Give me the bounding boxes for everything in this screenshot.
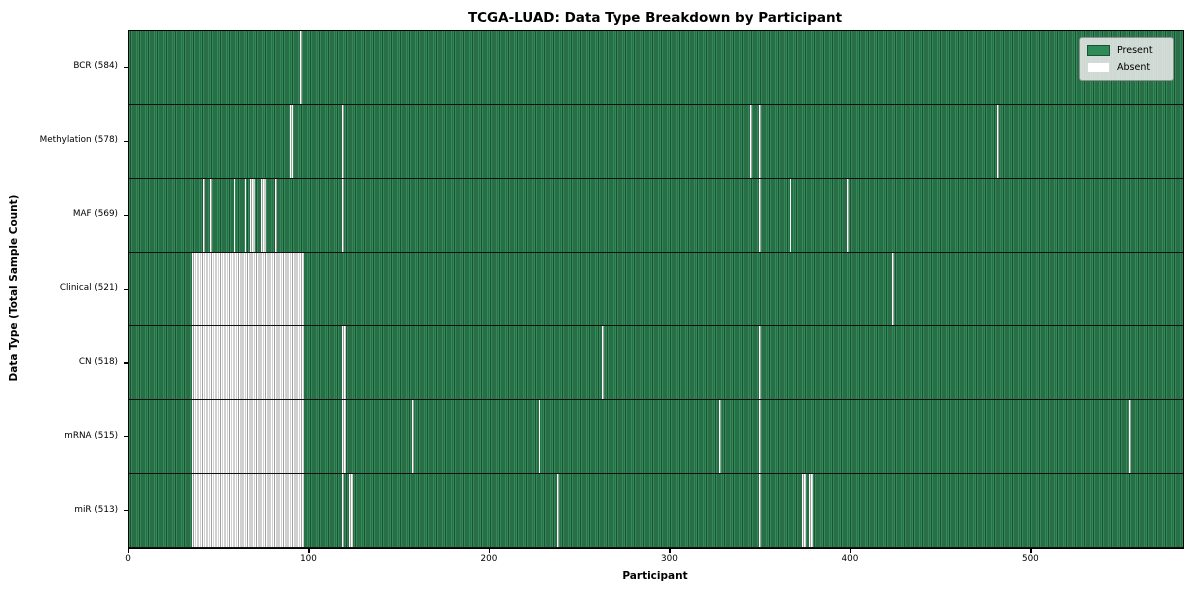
x-tick-mark (488, 548, 491, 553)
absent-stripe (300, 31, 303, 104)
heatmap-row-mrna (129, 400, 1183, 475)
absent-stripe (210, 178, 212, 252)
absent-stripe (556, 474, 559, 548)
y-tick-label: BCR (584) (73, 61, 118, 72)
heatmap-row-bcr (129, 31, 1183, 105)
legend-entry-absent: Absent (1087, 62, 1167, 73)
absent-stripe (341, 400, 346, 474)
absent-stripe (202, 178, 205, 252)
x-tick-label: 400 (841, 554, 859, 564)
absent-stripe (758, 474, 761, 548)
heatmap-row-mir (129, 474, 1183, 549)
y-tick-mark (123, 362, 128, 364)
heatmap-row-maf (129, 178, 1183, 253)
plot-area: Present Absent (128, 30, 1184, 549)
absent-stripe (758, 104, 761, 178)
absent-stripe (192, 474, 305, 548)
x-tick-mark (669, 548, 671, 553)
absent-stripe (412, 400, 415, 474)
x-tick-label: 300 (661, 554, 678, 564)
x-tick-mark (128, 548, 130, 553)
y-tick-label: mRNA (515) (64, 430, 118, 441)
y-tick-mark (123, 436, 128, 438)
legend-absent-swatch (1087, 62, 1110, 73)
x-axis-title: Participant (622, 570, 688, 582)
legend-present-swatch (1087, 45, 1110, 56)
x-tick-mark (308, 548, 310, 553)
x-tick-label: 0 (125, 554, 131, 564)
absent-stripe (192, 326, 305, 400)
legend: Present Absent (1079, 37, 1174, 81)
x-tick-mark (1030, 548, 1032, 553)
heatmap-row-clinical (129, 252, 1183, 327)
x-tick-label: 100 (300, 554, 317, 564)
heatmap-row-cn (129, 326, 1183, 401)
absent-stripe (847, 178, 850, 252)
absent-stripe (538, 400, 541, 474)
legend-present-label: Present (1117, 45, 1153, 56)
y-tick-label: MAF (569) (72, 209, 118, 220)
absent-stripe (289, 104, 294, 178)
y-tick-mark (123, 510, 128, 512)
absent-stripe (192, 400, 305, 474)
absent-stripe (892, 252, 895, 326)
x-tick-mark (849, 548, 852, 553)
absent-stripe (260, 178, 267, 252)
y-tick-mark (123, 140, 128, 142)
y-tick-mark (123, 66, 128, 69)
absent-stripe (601, 326, 604, 400)
absent-stripe (233, 178, 236, 252)
absent-stripe (789, 178, 792, 252)
absent-stripe (341, 326, 346, 400)
y-tick-mark (123, 214, 128, 216)
y-tick-label: Clinical (521) (59, 283, 118, 293)
absent-stripe (758, 400, 761, 474)
absent-stripe (192, 252, 305, 326)
chart-title: TCGA-LUAD: Data Type Breakdown by Partic… (467, 10, 843, 26)
absent-stripe (749, 104, 752, 178)
absent-stripe (341, 104, 344, 178)
absent-stripe (244, 178, 247, 252)
legend-entry-present: Present (1087, 45, 1167, 56)
absent-stripe (341, 178, 344, 252)
absent-stripe (997, 104, 999, 178)
absent-stripe (349, 474, 353, 548)
absent-stripe (802, 474, 806, 548)
absent-stripe (719, 400, 721, 474)
absent-stripe (758, 326, 761, 400)
absent-stripe (275, 178, 277, 252)
y-tick-label: Methylation (578) (39, 135, 118, 146)
x-tick-label: 500 (1021, 554, 1039, 564)
heatmap-row-methylation (129, 104, 1183, 179)
y-tick-mark (123, 288, 128, 290)
absent-stripe (249, 178, 256, 252)
absent-stripe (341, 474, 344, 548)
legend-absent-label: Absent (1117, 62, 1151, 73)
y-tick-label: miR (513) (74, 504, 118, 515)
y-tick-label: CN (518) (78, 356, 118, 367)
absent-stripe (758, 178, 761, 252)
absent-stripe (809, 474, 814, 548)
absent-stripe (1128, 400, 1131, 474)
x-tick-label: 200 (480, 554, 498, 564)
